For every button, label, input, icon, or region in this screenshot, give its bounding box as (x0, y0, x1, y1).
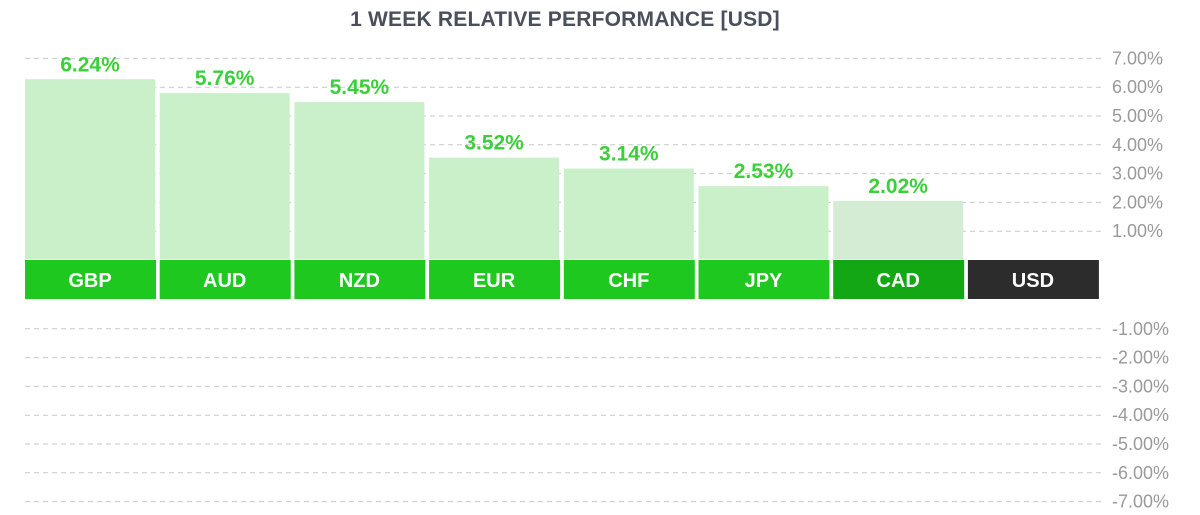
bar-jpy (698, 186, 829, 259)
y-tick-label: 6.00% (1112, 77, 1163, 97)
bar-layer (25, 79, 964, 260)
y-tick-label: -5.00% (1112, 434, 1169, 454)
y-tick-label: 3.00% (1112, 164, 1163, 184)
bar-eur (429, 157, 560, 259)
y-tick-label: 5.00% (1112, 106, 1163, 126)
category-label-usd: USD (1012, 270, 1054, 292)
category-band-gbp (25, 260, 156, 299)
value-label-jpy: 2.53% (734, 160, 794, 183)
category-label-aud: AUD (203, 270, 246, 292)
category-label-chf: CHF (608, 270, 649, 292)
bar-aud (159, 93, 290, 259)
y-tick-label: -4.00% (1112, 405, 1169, 425)
value-label-layer: 6.24% 5.76% 5.45% 3.52% 3.14% 2.53% 2.02% (60, 53, 928, 198)
y-tick-label: -3.00% (1112, 376, 1169, 396)
value-label-gbp: 6.24% (60, 53, 120, 76)
value-label-cad: 2.02% (868, 175, 928, 198)
y-tick-label: 4.00% (1112, 135, 1163, 155)
value-label-eur: 3.52% (464, 132, 524, 155)
value-label-chf: 3.14% (599, 143, 659, 166)
category-band-jpy (698, 260, 830, 299)
y-tick-label: -1.00% (1112, 319, 1169, 339)
category-label-jpy: JPY (745, 270, 783, 292)
category-band-aud (159, 260, 291, 299)
category-label-eur: EUR (473, 270, 516, 292)
bar-gbp (25, 79, 155, 260)
category-band-eur (429, 260, 561, 299)
bar-nzd (294, 102, 425, 259)
y-tick-label: -7.00% (1112, 492, 1169, 512)
value-label-nzd: 5.45% (330, 76, 390, 99)
y-tick-label: 2.00% (1112, 192, 1163, 212)
category-band-nzd (294, 260, 426, 299)
y-tick-label: -6.00% (1112, 463, 1169, 483)
bar-chf (563, 168, 694, 259)
y-tick-label: 1.00% (1112, 221, 1163, 241)
category-label-gbp: GBP (68, 270, 111, 292)
chart-title: 1 WEEK RELATIVE PERFORMANCE [USD] (350, 8, 780, 31)
category-band-chf (563, 260, 695, 299)
category-band-usd (967, 260, 1099, 299)
category-label-cad: CAD (877, 270, 920, 292)
category-label-nzd: NZD (339, 270, 380, 292)
y-tick-label: -2.00% (1112, 348, 1169, 368)
category-band-cad (833, 260, 965, 299)
value-label-aud: 5.76% (195, 67, 255, 90)
category-label-layer: GBP AUD NZD EUR CHF JPY CAD USD (25, 260, 1099, 299)
y-tick-label: 7.00% (1112, 48, 1163, 68)
bar-cad (833, 200, 964, 259)
